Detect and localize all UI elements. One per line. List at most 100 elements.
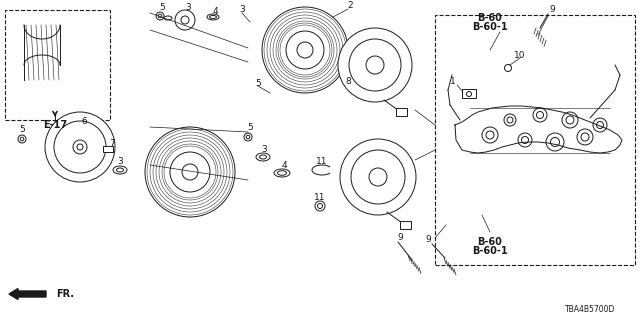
- Circle shape: [562, 112, 578, 128]
- Ellipse shape: [164, 16, 172, 20]
- Text: B-60-1: B-60-1: [472, 246, 508, 256]
- Circle shape: [536, 111, 543, 118]
- Circle shape: [18, 135, 26, 143]
- Circle shape: [273, 18, 337, 82]
- Ellipse shape: [113, 166, 127, 174]
- Circle shape: [280, 25, 330, 75]
- Circle shape: [482, 127, 498, 143]
- Ellipse shape: [274, 169, 290, 177]
- Circle shape: [158, 14, 162, 18]
- Circle shape: [349, 39, 401, 91]
- Text: 5: 5: [19, 125, 25, 134]
- Text: B-60-1: B-60-1: [472, 22, 508, 32]
- Text: E-17: E-17: [43, 120, 67, 130]
- Circle shape: [156, 12, 164, 20]
- Circle shape: [566, 116, 574, 124]
- Text: 3: 3: [185, 4, 191, 12]
- Circle shape: [246, 135, 250, 139]
- Circle shape: [581, 133, 589, 141]
- Text: FR.: FR.: [56, 289, 74, 299]
- Bar: [462, 89, 476, 98]
- Circle shape: [340, 139, 416, 215]
- Text: B-60: B-60: [477, 13, 502, 23]
- Text: 1: 1: [450, 77, 456, 86]
- Circle shape: [338, 28, 412, 102]
- Circle shape: [270, 15, 340, 85]
- Circle shape: [156, 138, 224, 206]
- Circle shape: [162, 144, 218, 200]
- Ellipse shape: [278, 171, 287, 175]
- Circle shape: [153, 135, 227, 209]
- Text: 9: 9: [397, 234, 403, 243]
- Text: 8: 8: [345, 77, 351, 86]
- Circle shape: [244, 133, 252, 141]
- Text: B-60: B-60: [477, 237, 502, 247]
- Circle shape: [73, 140, 87, 154]
- Text: 6: 6: [81, 117, 87, 126]
- Text: 5: 5: [255, 78, 261, 87]
- Ellipse shape: [256, 153, 270, 161]
- Text: 7: 7: [109, 139, 115, 148]
- Text: 3: 3: [117, 157, 123, 166]
- Circle shape: [276, 21, 334, 79]
- Circle shape: [507, 117, 513, 123]
- Text: 11: 11: [316, 157, 328, 166]
- Circle shape: [369, 168, 387, 186]
- Text: 11: 11: [314, 194, 326, 203]
- Bar: [396, 108, 407, 116]
- Circle shape: [159, 141, 221, 203]
- Circle shape: [264, 9, 346, 91]
- Circle shape: [170, 152, 210, 192]
- Text: 4: 4: [281, 162, 287, 171]
- Text: 2: 2: [347, 2, 353, 11]
- Circle shape: [467, 92, 472, 97]
- Circle shape: [486, 131, 494, 139]
- Text: 5: 5: [247, 124, 253, 132]
- Bar: [5, 10, 110, 120]
- Circle shape: [518, 133, 532, 147]
- Circle shape: [145, 127, 235, 217]
- Circle shape: [262, 7, 348, 93]
- Circle shape: [175, 10, 195, 30]
- Circle shape: [45, 112, 115, 182]
- Ellipse shape: [116, 168, 124, 172]
- Circle shape: [550, 138, 559, 147]
- Text: 3: 3: [261, 145, 267, 154]
- Bar: [400, 221, 411, 229]
- Text: 9: 9: [425, 236, 431, 244]
- Circle shape: [181, 16, 189, 24]
- Circle shape: [593, 118, 607, 132]
- Circle shape: [546, 133, 564, 151]
- Bar: [435, 15, 635, 265]
- Text: 5: 5: [159, 4, 165, 12]
- Text: 3: 3: [239, 5, 245, 14]
- Circle shape: [577, 129, 593, 145]
- Text: 4: 4: [212, 7, 218, 17]
- Circle shape: [278, 23, 332, 77]
- Ellipse shape: [207, 14, 219, 20]
- Text: TBA4B5700D: TBA4B5700D: [565, 306, 615, 315]
- Circle shape: [182, 164, 198, 180]
- Text: 10: 10: [515, 51, 525, 60]
- Circle shape: [504, 114, 516, 126]
- Circle shape: [596, 122, 604, 129]
- FancyArrow shape: [9, 289, 46, 300]
- Circle shape: [286, 31, 324, 69]
- Circle shape: [77, 144, 83, 150]
- Circle shape: [20, 137, 24, 141]
- Circle shape: [315, 201, 325, 211]
- Text: 9: 9: [549, 5, 555, 14]
- Circle shape: [164, 146, 216, 198]
- Circle shape: [147, 129, 233, 215]
- Circle shape: [54, 121, 106, 173]
- Circle shape: [504, 65, 511, 71]
- Circle shape: [351, 150, 405, 204]
- Bar: [103, 146, 113, 152]
- Ellipse shape: [259, 155, 266, 159]
- Circle shape: [317, 204, 323, 209]
- Circle shape: [366, 56, 384, 74]
- Circle shape: [522, 137, 529, 143]
- Circle shape: [297, 42, 313, 58]
- Circle shape: [533, 108, 547, 122]
- Ellipse shape: [209, 15, 216, 19]
